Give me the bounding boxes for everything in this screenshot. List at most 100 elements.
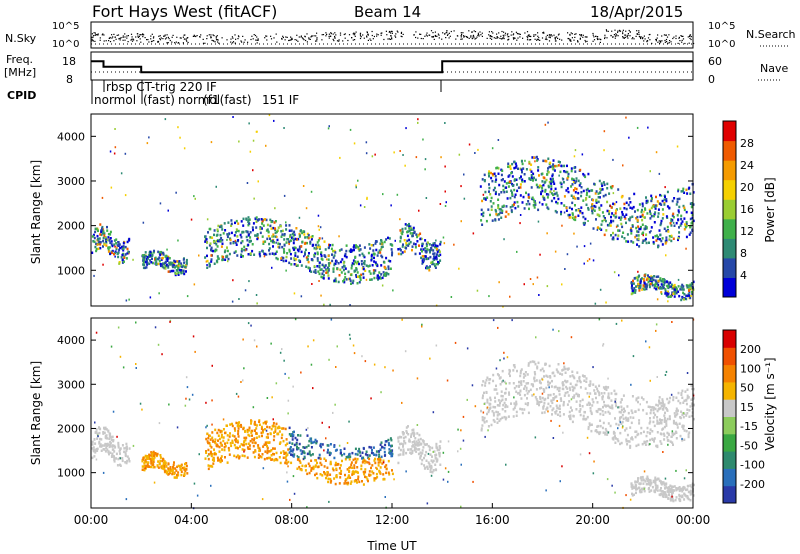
scatter-point	[411, 445, 414, 448]
scatter-point	[575, 187, 578, 191]
scatter-point	[105, 446, 108, 450]
scatter-point	[560, 202, 563, 205]
scatter-point	[631, 284, 633, 287]
scatter-point	[639, 278, 642, 281]
noise-point	[359, 33, 361, 35]
scatter-point	[687, 435, 690, 439]
colorbar-tick-label: 4	[740, 269, 747, 282]
scatter-point	[274, 227, 276, 230]
scatter-point	[397, 248, 400, 251]
scatter-speckle	[349, 128, 352, 131]
scatter-point	[345, 456, 348, 459]
noise-point	[387, 38, 389, 40]
scatter-point	[507, 415, 510, 418]
scatter-point	[377, 461, 380, 464]
noise-point	[231, 36, 233, 38]
scatter-point	[410, 227, 413, 230]
scatter-point	[574, 218, 577, 222]
scatter-point	[601, 219, 604, 223]
scatter-point	[558, 386, 561, 390]
scatter-point	[163, 464, 166, 467]
scatter-point	[600, 228, 603, 231]
scatter-speckle	[625, 116, 627, 119]
scatter-point	[297, 447, 300, 450]
scatter-point	[681, 190, 684, 193]
scatter-point	[244, 429, 247, 433]
scatter-point	[653, 440, 655, 443]
scatter-point	[331, 253, 333, 256]
noise-point	[689, 37, 691, 39]
scatter-point	[608, 210, 611, 213]
scatter-point	[646, 212, 649, 215]
scatter-point	[297, 249, 300, 253]
scatter-point	[163, 466, 166, 469]
scatter-point	[399, 249, 402, 252]
scatter-point	[102, 432, 105, 435]
scatter-point	[639, 227, 642, 231]
scatter-point	[268, 426, 271, 429]
scatter-point	[652, 416, 655, 419]
scatter-point	[640, 396, 643, 399]
scatter-point	[316, 257, 319, 260]
scatter-speckle	[576, 245, 578, 248]
scatter-point	[625, 213, 628, 216]
scatter-point	[556, 370, 559, 373]
scatter-point	[275, 458, 278, 461]
scatter-point	[222, 258, 225, 261]
noise-point	[561, 39, 563, 41]
scatter-point	[231, 422, 233, 426]
scatter-point	[425, 450, 428, 454]
noise-point	[536, 38, 538, 40]
noise-point	[582, 34, 584, 36]
scatter-point	[107, 232, 110, 236]
scatter-point	[685, 429, 688, 433]
scatter-point	[245, 218, 248, 221]
scatter-speckle	[365, 278, 368, 281]
scatter-point	[505, 205, 508, 208]
scatter-point	[293, 453, 296, 456]
scatter-point	[523, 387, 525, 390]
scatter-point	[582, 172, 585, 176]
scatter-point	[99, 240, 102, 244]
scatter-point	[587, 206, 590, 210]
scatter-point	[652, 411, 655, 415]
scatter-point	[383, 261, 386, 264]
scatter-point	[249, 252, 252, 255]
scatter-point	[599, 431, 602, 434]
scatter-point	[665, 239, 668, 242]
scatter-speckle	[298, 216, 301, 219]
scatter-speckle	[561, 177, 564, 180]
scatter-point	[518, 380, 520, 384]
scatter-point	[110, 240, 113, 243]
noise-left-tick-bottom: 10^0	[52, 39, 79, 50]
scatter-point	[634, 410, 637, 413]
colorbar-tick-label: 20	[740, 181, 754, 194]
noise-point	[497, 37, 499, 39]
scatter-point	[516, 392, 519, 395]
scatter-point	[550, 185, 553, 188]
scatter-point	[480, 208, 483, 212]
scatter-point	[341, 459, 343, 463]
scatter-point	[152, 463, 155, 466]
scatter-point	[557, 363, 560, 366]
scatter-point	[656, 431, 659, 434]
scatter-point	[652, 236, 655, 239]
scatter-point	[217, 257, 220, 261]
scatter-point	[408, 222, 410, 226]
noise-point	[210, 37, 212, 39]
scatter-point	[485, 390, 488, 394]
scatter-point	[387, 265, 390, 268]
scatter-point	[223, 250, 226, 254]
scatter-point	[209, 242, 212, 245]
scatter-point	[562, 368, 565, 371]
scatter-point	[281, 427, 283, 430]
scatter-point	[619, 442, 621, 446]
scatter-point	[549, 177, 552, 181]
nave-right-tick-top: 60	[708, 55, 722, 68]
scatter-point	[641, 202, 644, 205]
scatter-point	[326, 451, 329, 454]
noise-point	[157, 41, 159, 43]
noise-point	[656, 37, 658, 39]
scatter-point	[619, 411, 622, 414]
